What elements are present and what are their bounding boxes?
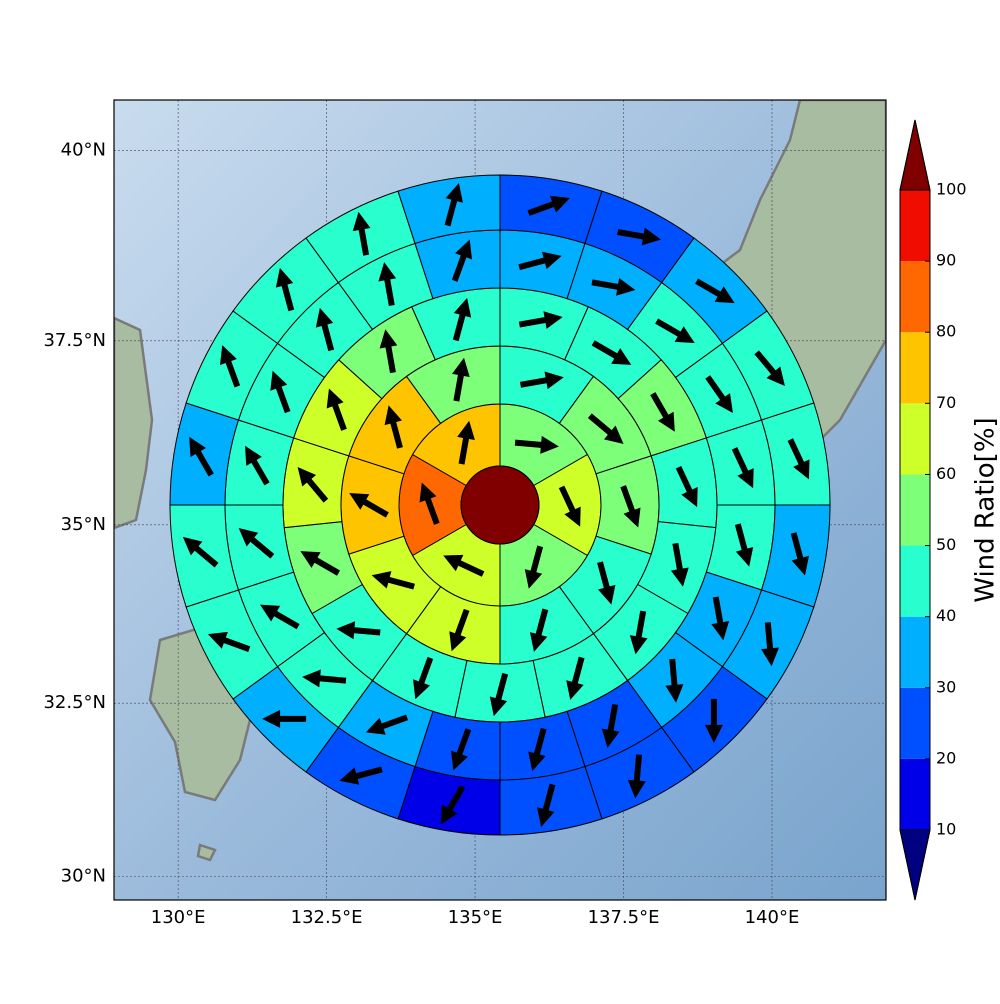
colorbar-tick-label: 10 — [936, 820, 956, 839]
colorbar-segment — [900, 759, 930, 830]
y-tick-label: 30°N — [61, 866, 106, 887]
y-tick-label: 35°N — [61, 514, 106, 535]
x-tick-label: 137.5°E — [588, 907, 660, 928]
y-tick-label: 32.5°N — [43, 692, 106, 713]
polar-sectors — [170, 175, 830, 835]
colorbar-over — [900, 120, 930, 190]
colorbar-tick-label: 80 — [936, 322, 956, 341]
colorbar-tick-label: 100 — [936, 180, 967, 199]
colorbar-segment — [900, 403, 930, 474]
colorbar-under — [900, 830, 930, 900]
colorbar: 10 20 30 40 50 60 70 80 90 100 — [900, 120, 967, 900]
colorbar-tick-label: 90 — [936, 251, 956, 270]
colorbar-segment — [900, 617, 930, 688]
x-tick-label: 135°E — [448, 907, 503, 928]
x-tick-label: 130°E — [151, 907, 206, 928]
colorbar-segment — [900, 546, 930, 617]
colorbar-tick-label: 20 — [936, 748, 956, 767]
colorbar-tick-label: 30 — [936, 677, 956, 696]
colorbar-tick-label: 50 — [936, 535, 956, 554]
y-tick-label: 40°N — [61, 140, 106, 161]
colorbar-segment — [900, 332, 930, 403]
colorbar-label: Wind Ratio[%] — [971, 417, 1000, 602]
center-circle — [461, 466, 539, 544]
colorbar-segment — [900, 474, 930, 545]
colorbar-tick-label: 60 — [936, 464, 956, 483]
x-tick-label: 132.5°E — [291, 907, 363, 928]
colorbar-tick-label: 70 — [936, 393, 956, 412]
x-tick-label: 140°E — [745, 907, 800, 928]
colorbar-tick-label: 40 — [936, 606, 956, 625]
colorbar-segment — [900, 190, 930, 261]
colorbar-segment — [900, 688, 930, 759]
colorbar-segment — [900, 261, 930, 332]
y-tick-label: 37.5°N — [43, 330, 106, 351]
